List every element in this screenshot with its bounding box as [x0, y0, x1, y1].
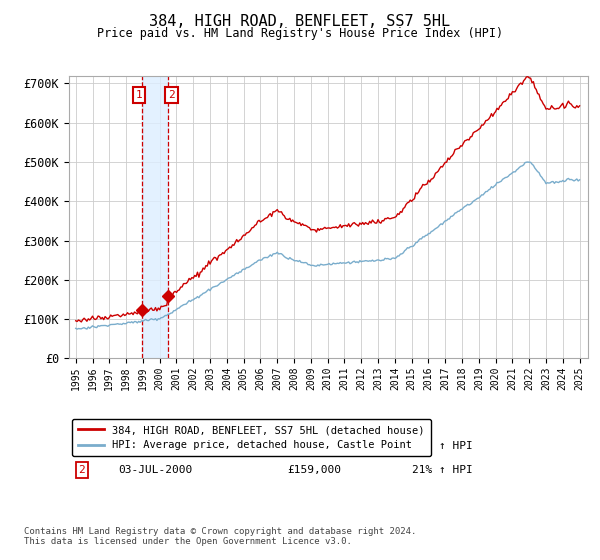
Text: £122,500: £122,500 — [287, 441, 341, 451]
Text: 26% ↑ HPI: 26% ↑ HPI — [412, 441, 472, 451]
Text: Price paid vs. HM Land Registry's House Price Index (HPI): Price paid vs. HM Land Registry's House … — [97, 27, 503, 40]
Text: 1: 1 — [136, 90, 142, 100]
Text: 21% ↑ HPI: 21% ↑ HPI — [412, 465, 472, 475]
Bar — [142, 76, 168, 358]
Text: 03-JUL-2000: 03-JUL-2000 — [118, 465, 193, 475]
Text: 384, HIGH ROAD, BENFLEET, SS7 5HL: 384, HIGH ROAD, BENFLEET, SS7 5HL — [149, 14, 451, 29]
Text: £159,000: £159,000 — [287, 465, 341, 475]
Text: 2: 2 — [79, 465, 85, 475]
Legend: 384, HIGH ROAD, BENFLEET, SS7 5HL (detached house), HPI: Average price, detached: 384, HIGH ROAD, BENFLEET, SS7 5HL (detac… — [71, 419, 431, 456]
Text: 1: 1 — [79, 441, 85, 451]
Text: 04-DEC-1998: 04-DEC-1998 — [118, 441, 193, 451]
Text: Contains HM Land Registry data © Crown copyright and database right 2024.
This d: Contains HM Land Registry data © Crown c… — [24, 526, 416, 546]
Text: 2: 2 — [168, 90, 175, 100]
